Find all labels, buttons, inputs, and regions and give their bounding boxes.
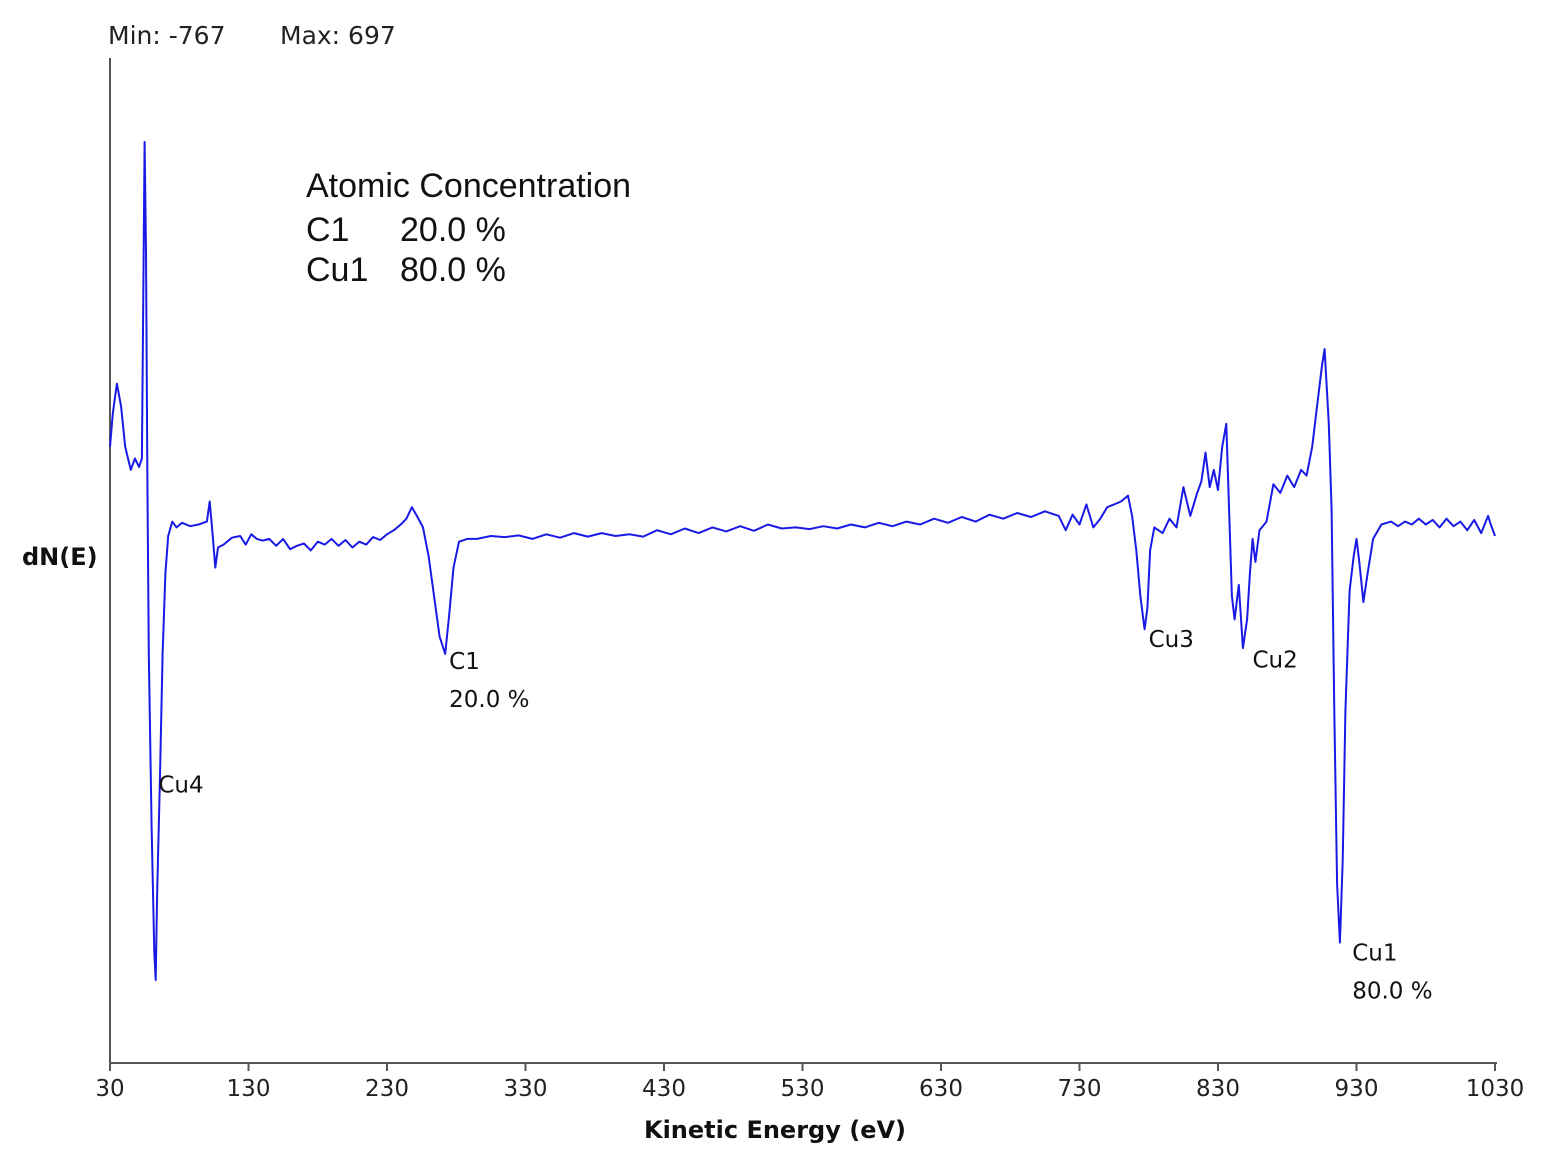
concentration-element: C1 — [306, 211, 349, 249]
y-axis-label: dN(E) — [22, 543, 98, 571]
concentration-value: 80.0 % — [400, 251, 506, 289]
x-tick-label: 230 — [365, 1076, 409, 1102]
peak-label-name: Cu1 — [1352, 941, 1397, 967]
x-tick-label: 430 — [642, 1076, 686, 1102]
peak-label-name: Cu3 — [1149, 627, 1194, 653]
peak-label-name: C1 — [449, 649, 480, 675]
x-tick-label: 130 — [227, 1076, 271, 1102]
peak-label-name: Cu2 — [1252, 647, 1297, 673]
peak-label-name: Cu4 — [158, 773, 203, 799]
spectrum-line — [109, 141, 1496, 981]
x-axis-label: Kinetic Energy (eV) — [644, 1116, 906, 1144]
x-tick-label: 330 — [504, 1076, 548, 1102]
concentration-value: 20.0 % — [400, 211, 506, 249]
max-label: Max: 697 — [280, 21, 396, 50]
concentration-element: Cu1 — [306, 251, 368, 289]
peak-label-value: 20.0 % — [449, 687, 529, 713]
x-tick-label: 830 — [1196, 1076, 1240, 1102]
x-tick-label: 30 — [95, 1076, 124, 1102]
x-tick-label: 930 — [1335, 1076, 1379, 1102]
peak-label-value: 80.0 % — [1352, 979, 1432, 1005]
concentration-box: Atomic Concentration C1 20.0 % Cu1 80.0 … — [306, 167, 631, 289]
x-tick-label: 1030 — [1466, 1076, 1525, 1102]
x-tick-label: 730 — [1058, 1076, 1102, 1102]
min-label: Min: -767 — [108, 21, 225, 50]
x-tick-label: 530 — [781, 1076, 825, 1102]
peak-labels: Cu4 C1 20.0 % Cu3 Cu2 Cu1 80.0 % — [158, 627, 1432, 1004]
x-tick-label: 630 — [919, 1076, 963, 1102]
concentration-title: Atomic Concentration — [306, 167, 631, 205]
x-ticks: 30 130 230 330 430 530 630 730 830 930 1030 — [95, 1063, 1524, 1102]
